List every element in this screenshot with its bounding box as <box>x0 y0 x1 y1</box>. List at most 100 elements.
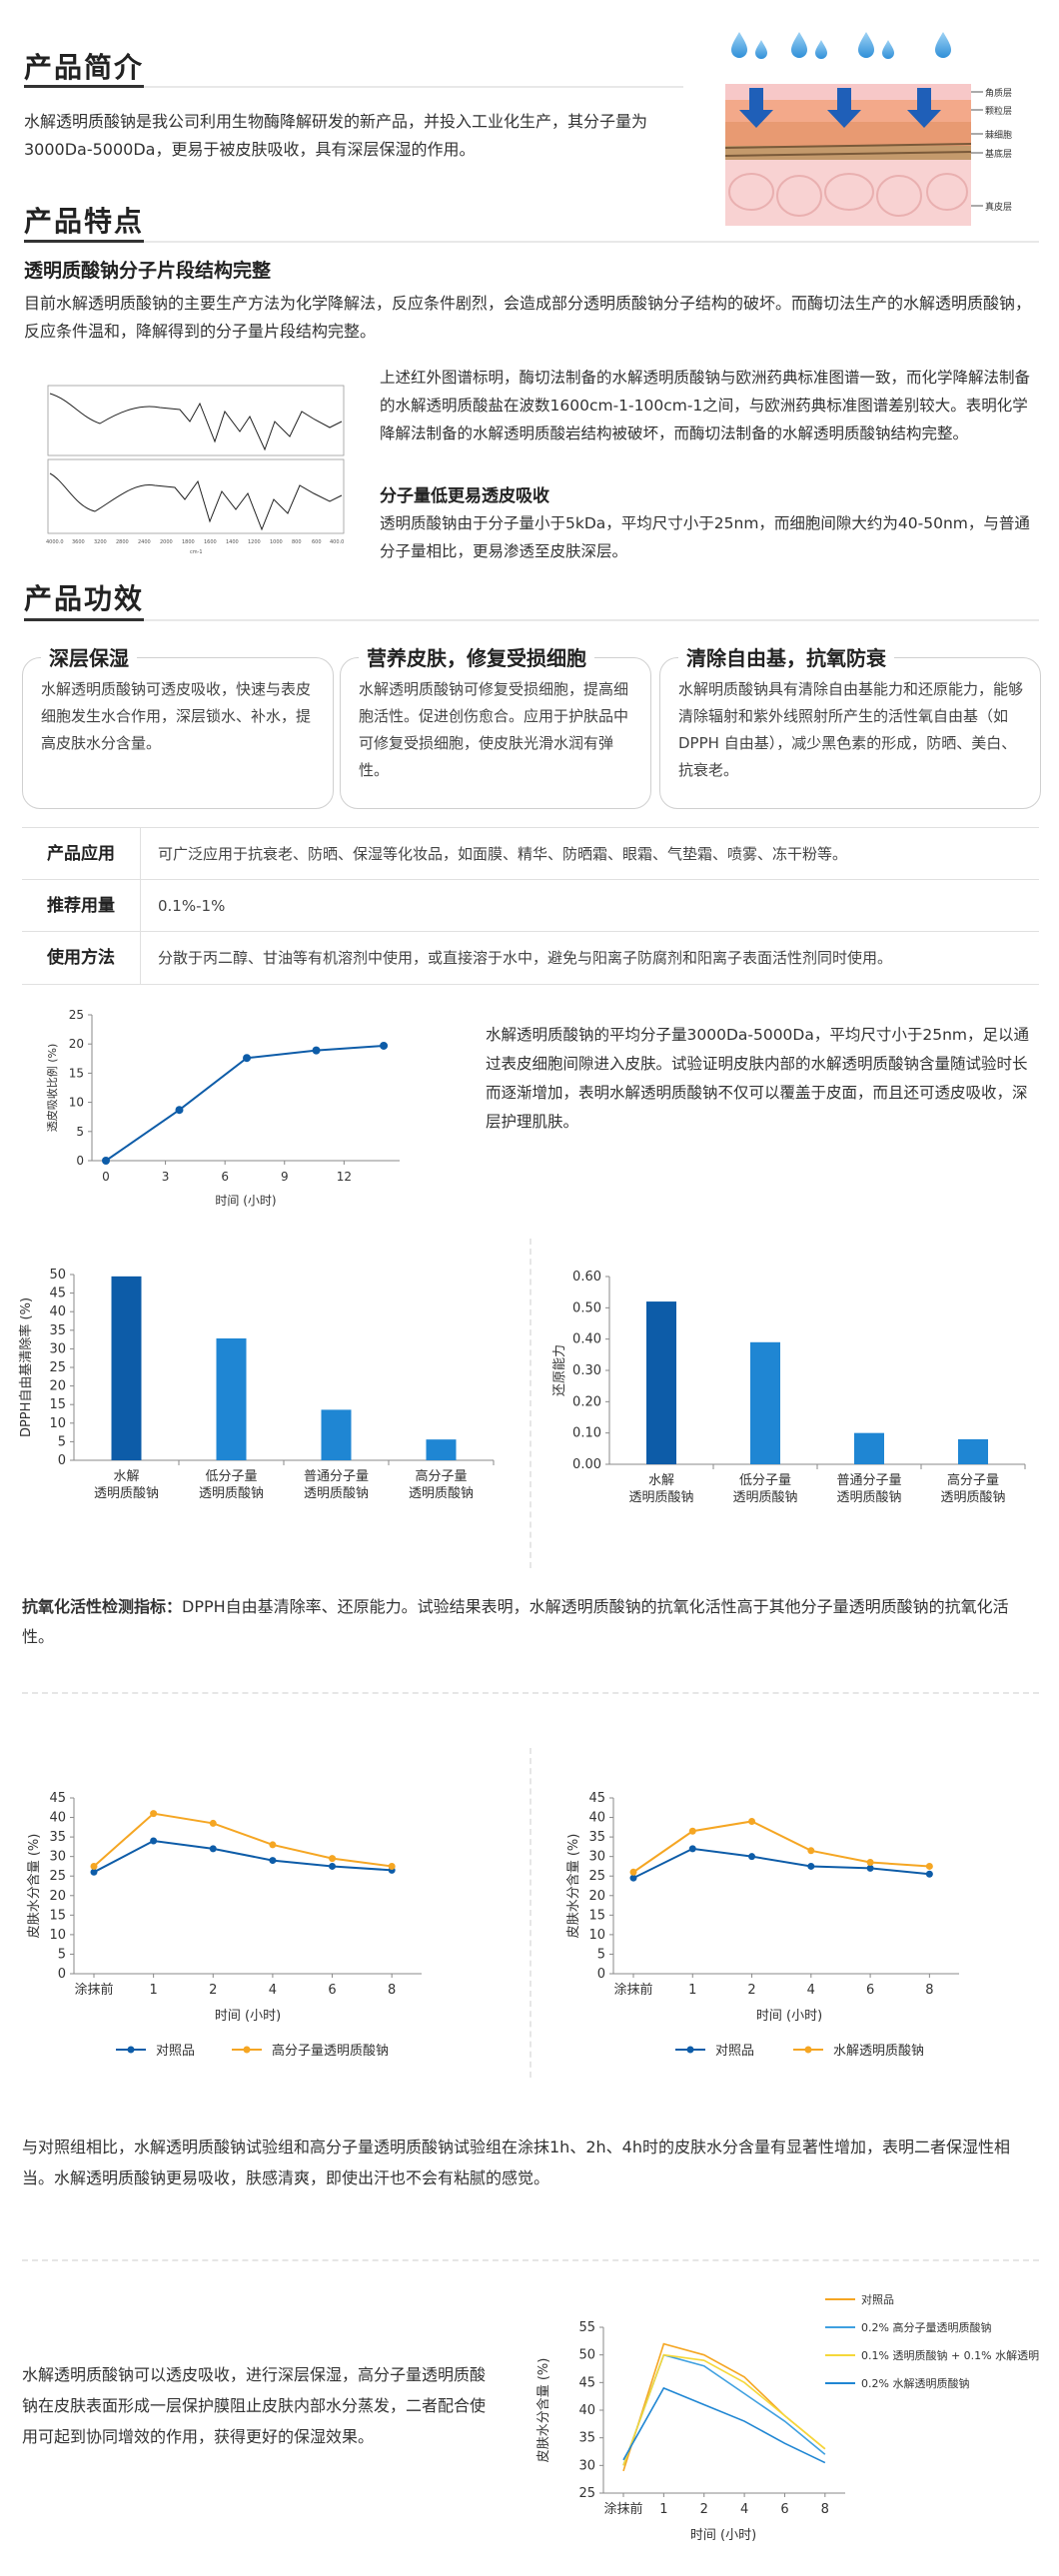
legend-label: 对照品 <box>715 2044 754 2059</box>
series-line <box>632 1820 930 1874</box>
antioxidant-label: 抗氧化活性检测指标： <box>22 1597 183 1616</box>
dpph-bar-chart: 0 5 10 15 20 25 30 35 40 45 50 DPPH自由基清除率 (%) 水解透明质酸… <box>18 1268 495 1501</box>
data-point <box>380 1041 389 1050</box>
ir-tick: 2800 <box>116 539 129 545</box>
ir-tick: 1600 <box>204 539 217 545</box>
ir-tick: 600 <box>312 539 322 545</box>
feature2-text: 透明质酸钠由于分子量小于5kDa，平均尺寸小于25nm，而细胞间隙大约为40-5… <box>380 514 1030 560</box>
y-tick-label: 15 <box>49 1908 66 1923</box>
card-text: 水解透明质酸钠可透皮吸收，快速与表皮细胞发生水合作用，深层锁水、补水，提高皮肤水… <box>41 680 312 752</box>
table-row-value: 0.1%-1% <box>158 897 226 915</box>
x-tick-label: 2 <box>747 1983 755 1998</box>
y-tick-label: 35 <box>588 1830 605 1845</box>
x-tick-label: 3 <box>162 1170 170 1184</box>
y-tick-label: 45 <box>578 2375 595 2390</box>
y-tick-label: 40 <box>588 1811 605 1826</box>
y-tick-label: 25 <box>49 1869 66 1884</box>
data-point <box>688 1827 696 1835</box>
y-tick-label: 40 <box>49 1811 66 1826</box>
data-point <box>269 1857 277 1865</box>
legend-marker <box>243 2046 251 2054</box>
x-tick-label: 4 <box>807 1983 815 1998</box>
table-column-divider <box>140 827 141 984</box>
y-tick-label: 5 <box>76 1125 84 1139</box>
ir-tick: 2000 <box>160 539 173 545</box>
y-tick-label: 0.60 <box>572 1270 601 1285</box>
ir-tick: 3200 <box>94 539 107 545</box>
intro-text: 水解透明质酸钠是我公司利用生物酶降解研发的新产品，并投入工业化生产，其分子量为3… <box>24 112 648 159</box>
skin-label: 基底层 <box>985 148 1012 160</box>
absorption-text: 水解透明质酸钠的平均分子量3000Da-5000Da，平均尺寸小于25nm，足以… <box>486 1026 1030 1131</box>
card-text: 水解透明质酸钠可修复受损细胞，提高细胞活性。促进创伤愈合。应用于护肤品中可修复受… <box>359 680 629 779</box>
x-axis-label: 时间 (小时) <box>690 2528 756 2543</box>
section-divider <box>22 1692 1039 1694</box>
y-tick-label: 25 <box>578 2486 595 2501</box>
ir-tick: 1400 <box>226 539 239 545</box>
chart-divider <box>530 1239 532 1568</box>
x-tick-label: 8 <box>388 1983 396 1998</box>
skin-label: 角质层 <box>985 87 1012 99</box>
feature1-text: 目前水解透明质酸钠的主要生产方法为化学降解法，反应条件剧烈，会造成部分透明质酸钠… <box>24 294 1032 341</box>
x-tick-label: 涂抹前 <box>603 2501 642 2517</box>
x-axis-label: 时间 (小时) <box>756 2009 822 2024</box>
legend-marker <box>804 2046 812 2054</box>
legend-label: 0.1% 透明质酸钠 + 0.1% 水解透明质酸钠 <box>861 2348 1039 2362</box>
y-tick-label: 0 <box>76 1154 84 1168</box>
y-tick-label: 35 <box>49 1323 66 1338</box>
efficacy-card-moisture: 深层保湿 水解透明质酸钠可透皮吸收，快速与表皮细胞发生水合作用，深层锁水、补水，… <box>22 642 334 809</box>
data-point <box>866 1859 874 1867</box>
data-point <box>312 1046 321 1055</box>
table-row: 使用方法 分散于丙二醇、甘油等有机溶剂中使用，或直接溶于水中，避免与阳离子防腐剂… <box>22 931 1039 985</box>
x-tick-label: 透明质酸钠 <box>199 1486 264 1501</box>
y-tick-label: 10 <box>588 1928 605 1943</box>
y-tick-label: 25 <box>69 1008 84 1022</box>
x-tick-label: 高分子量 <box>415 1468 467 1484</box>
data-point <box>925 1870 933 1878</box>
table-row-label: 推荐用量 <box>47 896 115 916</box>
y-tick-label: 0 <box>58 1967 66 1982</box>
legend-label: 0.2% 高分子量透明质酸钠 <box>861 2320 991 2334</box>
x-tick-label: 透明质酸钠 <box>94 1486 159 1501</box>
y-tick-label: 20 <box>49 1379 66 1394</box>
legend-marker <box>127 2046 135 2054</box>
ir-tick: 2400 <box>138 539 151 545</box>
x-tick-label: 8 <box>821 2502 829 2517</box>
ir-tick: 800 <box>292 539 302 545</box>
antioxidant-text: 抗氧化活性检测指标：DPPH自由基清除率、还原能力。试验结果表明，水解透明质酸钠… <box>22 1592 1039 1652</box>
features-title-accent <box>24 240 144 243</box>
product-info-table: 产品应用 可广泛应用于抗衰老、防晒、保湿等化妆品，如面膜、精华、防晒霜、眼霜、气… <box>0 827 1059 987</box>
x-tick-label: 普通分子量 <box>304 1469 369 1484</box>
series-line <box>632 1847 930 1880</box>
y-tick-label: 40 <box>578 2403 595 2418</box>
table-row-label: 产品应用 <box>47 844 115 864</box>
y-axis-label: 透皮吸收比例 (%) <box>45 1044 59 1133</box>
ir-spectrum-curve-1 <box>49 393 343 451</box>
x-tick-label: 6 <box>780 2502 788 2517</box>
ir-spectrum-curve-2 <box>49 472 343 531</box>
y-axis-label: DPPH自由基清除率 (%) <box>18 1297 34 1437</box>
y-tick-label: 50 <box>578 2348 595 2363</box>
ir-axis-ticks: 4000.0 3600 3200 2800 2400 2000 1800 160… <box>46 539 344 555</box>
table-row: 产品应用 可广泛应用于抗衰老、防晒、保湿等化妆品，如面膜、精华、防晒霜、眼霜、气… <box>22 827 1039 880</box>
data-point <box>150 1810 158 1818</box>
legend-label: 0.2% 水解透明质酸钠 <box>861 2376 969 2390</box>
ir-unit: cm-1 <box>190 549 203 555</box>
x-tick-label: 6 <box>866 1983 874 1998</box>
data-point <box>866 1864 874 1872</box>
y-tick-label: 5 <box>58 1434 66 1449</box>
bar <box>958 1438 988 1464</box>
y-tick-label: 30 <box>578 2458 595 2473</box>
x-tick-label: 2 <box>209 1983 217 1998</box>
bar <box>426 1439 457 1460</box>
x-tick-label: 1 <box>659 2502 667 2517</box>
card-title: 清除自由基，抗氧防衰 <box>678 642 894 671</box>
x-tick-label: 2 <box>700 2502 708 2517</box>
x-tick-label: 4 <box>740 2502 748 2517</box>
bar <box>646 1301 676 1464</box>
y-tick-label: 10 <box>49 1416 66 1431</box>
data-point <box>209 1845 217 1853</box>
y-tick-label: 30 <box>49 1341 66 1356</box>
y-tick-label: 20 <box>588 1889 605 1904</box>
skin-label: 颗粒层 <box>985 105 1012 117</box>
series-line <box>93 1839 393 1874</box>
